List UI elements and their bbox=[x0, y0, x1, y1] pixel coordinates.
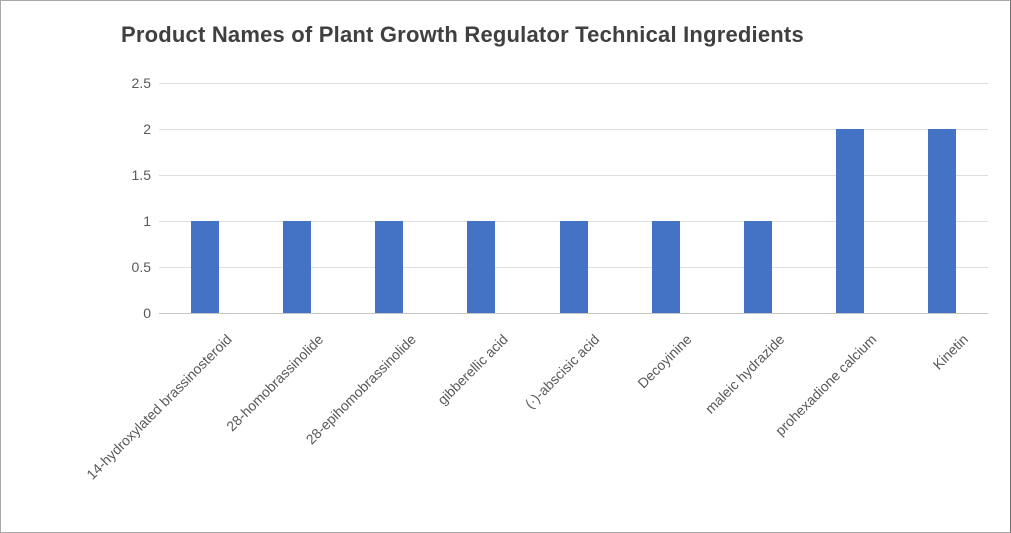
y-axis-tick-label: 1 bbox=[143, 213, 151, 229]
bar bbox=[191, 221, 220, 313]
y-axis-tick-label: 1.5 bbox=[131, 167, 151, 183]
bar bbox=[375, 221, 404, 313]
x-axis-line bbox=[159, 313, 988, 314]
y-axis-tick-label: 0 bbox=[143, 305, 151, 321]
x-axis-category-label: prohexadione calcium bbox=[771, 331, 880, 439]
y-axis-tick-label: 2 bbox=[143, 121, 151, 137]
gridline bbox=[159, 175, 988, 176]
gridline bbox=[159, 83, 988, 84]
bar bbox=[559, 221, 588, 313]
gridline bbox=[159, 129, 988, 130]
x-axis-category-label: (·)-abscisic acid bbox=[522, 331, 603, 412]
chart-title: Product Names of Plant Growth Regulator … bbox=[121, 22, 804, 47]
x-axis-category-label: Decoyinine bbox=[634, 331, 695, 392]
x-axis-category-label: 14-hydroxylated brassinosteroid bbox=[82, 331, 235, 483]
y-axis-tick-label: 2.5 bbox=[131, 75, 151, 91]
x-axis-category-label: Kinetin bbox=[929, 331, 972, 373]
bar bbox=[651, 221, 680, 313]
x-axis-category-label: 28-homobrassinolide bbox=[223, 331, 327, 435]
bar bbox=[283, 221, 312, 313]
bar bbox=[835, 129, 864, 313]
y-axis-tick-label: 0.5 bbox=[131, 259, 151, 275]
x-axis-category-label: gibberellic acid bbox=[433, 331, 511, 408]
x-axis-category-label: maleic hydrazide bbox=[701, 331, 788, 417]
bar bbox=[467, 221, 496, 313]
bar bbox=[743, 221, 772, 313]
bar bbox=[927, 129, 956, 313]
